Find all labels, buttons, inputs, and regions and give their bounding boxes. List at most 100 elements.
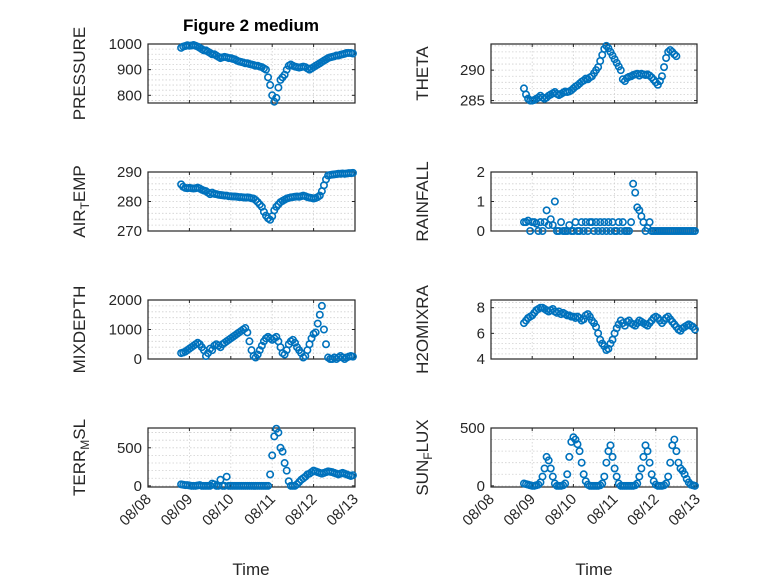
data-point <box>629 179 638 188</box>
data-point <box>272 93 281 102</box>
data-point <box>680 470 689 479</box>
subplot-5: 0 1000 2000 MIXDEPTH <box>70 286 357 373</box>
y-tick-label: 1 <box>477 194 485 211</box>
data-point <box>575 227 584 236</box>
y-tick-label: 2 <box>477 164 485 181</box>
y-axis-label: THETA <box>413 46 432 101</box>
x-tick-label: 08/09 <box>500 491 539 530</box>
y-tick-label: 280 <box>117 194 142 211</box>
data-point <box>592 218 601 227</box>
data-point <box>635 472 644 481</box>
data-point <box>666 46 675 55</box>
x-axis-label-right: Time <box>575 560 612 579</box>
data-point <box>264 73 273 82</box>
data-point <box>274 83 283 92</box>
y-tick-label: 285 <box>460 93 485 110</box>
data-point <box>274 428 283 437</box>
x-tick-label: 08/11 <box>584 491 622 529</box>
x-tick-label: 08/12 <box>624 491 663 530</box>
data-point <box>317 301 326 310</box>
y-tick-label: 800 <box>117 87 142 104</box>
data-point <box>670 50 679 59</box>
data-point <box>596 218 605 227</box>
data-point <box>534 227 543 236</box>
data-point <box>585 312 594 321</box>
y-axis-label: H2OMIXRA <box>413 284 432 373</box>
x-tick-label: 08/13 <box>323 491 362 530</box>
data-point <box>645 71 654 80</box>
y-tick-label: 0 <box>134 351 142 368</box>
data-point <box>627 218 636 227</box>
data-point <box>670 435 679 444</box>
data-point <box>546 464 555 473</box>
x-tick-label: 08/10 <box>199 491 238 530</box>
data-point <box>255 346 264 355</box>
data-point <box>672 447 681 456</box>
data-point <box>282 65 291 74</box>
data-point <box>577 458 586 467</box>
data-point <box>243 328 252 337</box>
data-point <box>522 90 531 99</box>
figure-title: Figure 2 medium <box>183 16 319 35</box>
data-point <box>322 340 331 349</box>
data-point <box>645 218 654 227</box>
x-tick-label: 08/09 <box>158 491 197 530</box>
y-tick-label: 270 <box>117 223 142 240</box>
data-point <box>579 76 588 85</box>
data-point <box>266 81 275 90</box>
data-point <box>631 188 640 197</box>
data-point <box>241 324 250 333</box>
data-point <box>280 459 289 468</box>
data-point <box>284 477 293 486</box>
x-tick-label: 08/10 <box>542 491 581 530</box>
y-axis-label: RAINFALL <box>413 161 432 241</box>
data-point <box>612 472 621 481</box>
data-point <box>690 481 699 490</box>
data-point <box>596 335 605 344</box>
y-axis-label: PRESSURE <box>70 27 89 121</box>
data-point <box>587 218 596 227</box>
data-point <box>690 325 699 334</box>
data-point <box>664 472 673 481</box>
data-point <box>538 472 547 481</box>
y-tick-label: 290 <box>117 164 142 181</box>
data-point <box>579 470 588 479</box>
data-point <box>266 470 275 479</box>
data-point <box>643 447 652 456</box>
x-tick-label: 08/11 <box>241 491 279 529</box>
data-point <box>538 227 547 236</box>
data-point <box>307 334 316 343</box>
data-point <box>589 227 598 236</box>
data-point <box>645 458 654 467</box>
x-tick-label: 08/13 <box>665 491 704 530</box>
data-point <box>618 218 627 227</box>
data-point <box>532 219 541 228</box>
data-point <box>631 481 640 490</box>
data-point <box>319 325 328 334</box>
x-axis-label-left: Time <box>232 560 269 579</box>
y-tick-label: 0 <box>134 478 142 495</box>
subplot-6: 4 6 8 H2OMIXRA <box>413 284 699 374</box>
data-point <box>268 451 277 460</box>
data-point <box>606 339 615 348</box>
data-point <box>594 227 603 236</box>
x-tick-label: 08/08 <box>116 491 155 530</box>
data-point <box>660 63 669 72</box>
y-tick-label: 8 <box>477 300 485 317</box>
y-tick-label: 290 <box>460 62 485 79</box>
data-point <box>666 458 675 467</box>
data-point <box>348 49 357 58</box>
y-axis-label: AIRTEMP <box>70 165 92 238</box>
axes-frame <box>147 427 356 488</box>
data-point <box>606 441 615 450</box>
subplot-1: 800 900 1000 PRESSURE <box>70 27 357 121</box>
data-point <box>542 206 551 215</box>
axes-frame <box>490 427 698 488</box>
data-point <box>253 350 262 359</box>
data-point <box>579 227 588 236</box>
y-tick-label: 1000 <box>109 322 142 339</box>
y-tick-label: 1000 <box>109 36 142 53</box>
y-tick-label: 500 <box>460 420 485 437</box>
data-point <box>612 227 621 236</box>
